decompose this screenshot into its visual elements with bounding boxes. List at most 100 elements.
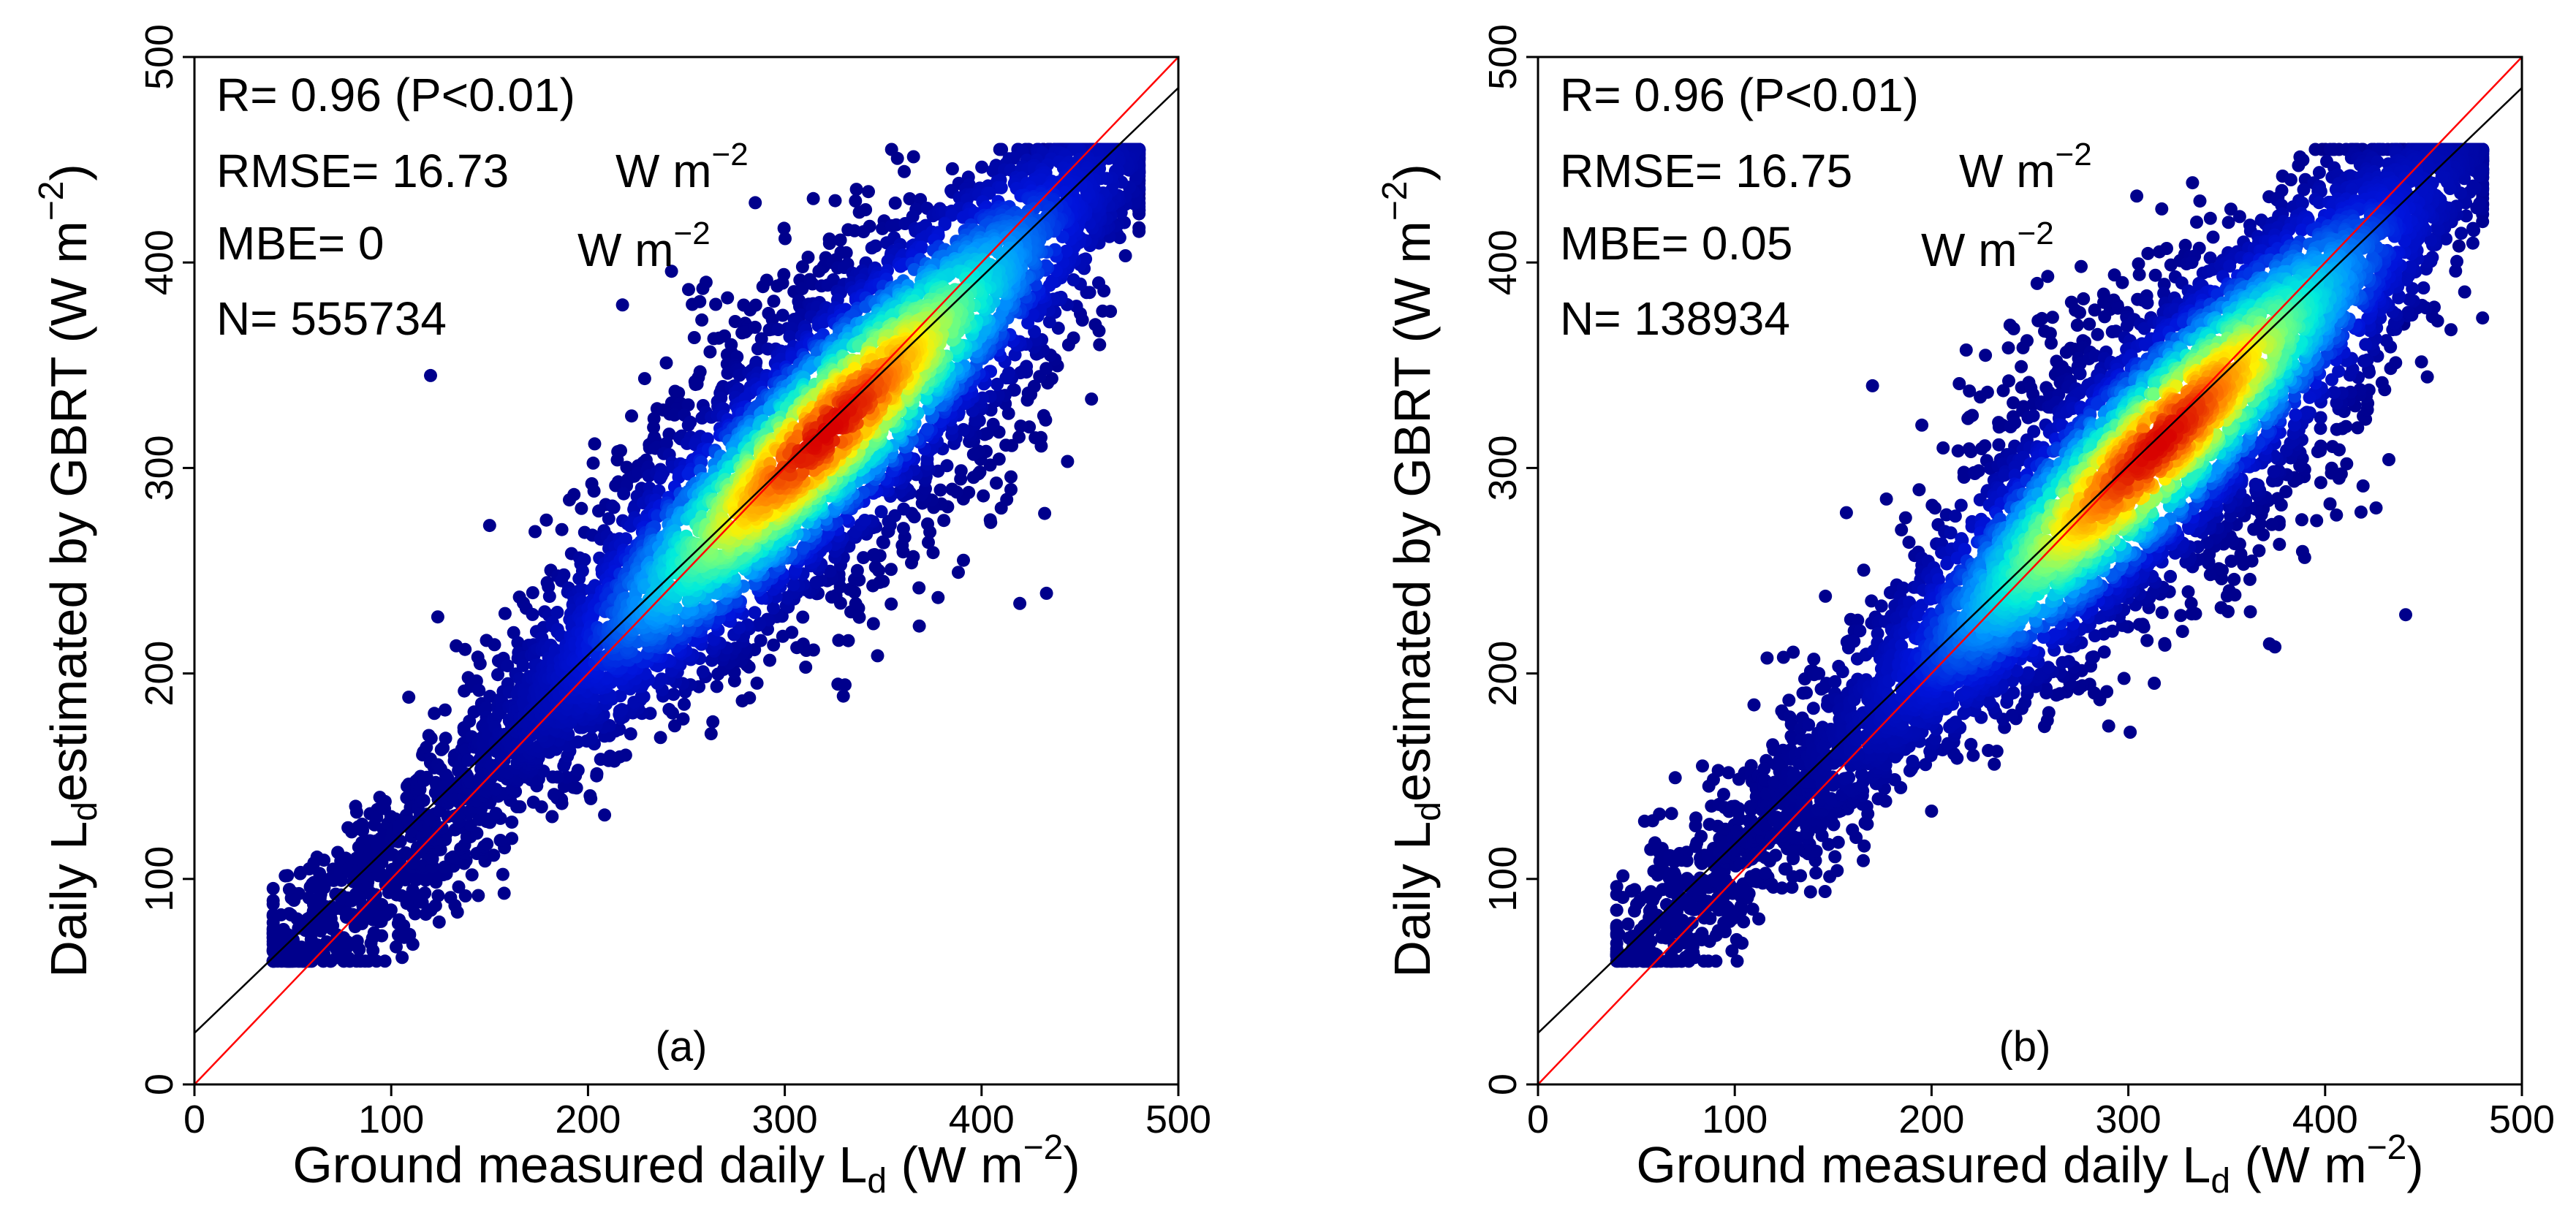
scatter-point (995, 142, 1009, 156)
scatter-point (833, 233, 847, 247)
scatter-point (903, 192, 917, 205)
scatter-point (696, 665, 710, 679)
scatter-point (776, 629, 789, 643)
scatter-point (957, 422, 970, 436)
scatter-point (983, 513, 997, 527)
scatter-point (378, 954, 392, 968)
scatter-point (617, 487, 631, 501)
scatter-point (912, 619, 926, 633)
scatter-point (667, 688, 681, 702)
scatter-point (957, 553, 970, 567)
scatter-point (898, 164, 911, 178)
scatter-point (586, 456, 600, 470)
scatter-point (496, 867, 509, 881)
scatter-point (432, 915, 446, 929)
scatter-point (777, 221, 791, 235)
scatter-point (780, 590, 794, 604)
scatter-point (516, 658, 530, 672)
scatter-point (1045, 274, 1059, 288)
scatter-point (598, 808, 612, 822)
scatter-point (386, 848, 400, 862)
scatter-point (587, 484, 601, 498)
scatter-point (647, 420, 661, 434)
scatter-point (962, 485, 976, 499)
scatter-point (866, 579, 880, 593)
scatter-point (776, 308, 789, 322)
scatter-point (594, 753, 607, 767)
scatter-point (292, 886, 306, 900)
scatter-point (672, 386, 686, 400)
scatter-point (498, 607, 512, 620)
scatter-point (998, 297, 1012, 311)
scatter-point (356, 824, 370, 837)
scatter-point (898, 217, 912, 230)
scatter-point (1038, 506, 1052, 520)
scatter-point (999, 438, 1013, 452)
scatter-point (756, 280, 770, 294)
scatter-point (431, 889, 445, 902)
scatter-point (809, 576, 823, 590)
scatter-point (961, 273, 974, 286)
scatter-point (839, 246, 853, 259)
scatter-point (1037, 408, 1050, 422)
scatter-point (436, 741, 450, 755)
scatter-point (619, 532, 633, 546)
scatter-point (482, 519, 496, 533)
scatter-point (461, 753, 475, 767)
scatter-point (790, 641, 804, 655)
scatter-point (395, 951, 409, 965)
scatter-point (832, 634, 846, 647)
scatter-point (676, 712, 690, 726)
scatter-point (637, 372, 651, 386)
scatter-point (897, 502, 911, 516)
scatter-points-a (266, 142, 1146, 968)
scatter-point (620, 460, 634, 474)
scatter-point (690, 377, 704, 391)
scatter-point (836, 689, 850, 703)
scatter-point (624, 727, 637, 741)
scatter-point (823, 564, 837, 578)
scatter-point (1132, 224, 1146, 238)
scatter-point (367, 926, 381, 940)
scatter-point (945, 482, 959, 496)
scatter-point (795, 282, 809, 296)
scatter-point (406, 883, 420, 897)
scatter-point (505, 816, 519, 829)
scatter-point (975, 160, 989, 174)
scatter-point (547, 788, 561, 802)
scatter-point (831, 677, 845, 691)
scatter-point (428, 899, 442, 913)
scatter-point (317, 854, 331, 867)
scatter-point (507, 626, 520, 639)
scatter-point (787, 578, 800, 592)
scatter-point (446, 850, 460, 864)
scatter-point (493, 834, 507, 847)
scatter-point (1013, 596, 1027, 610)
scatter-point (555, 522, 569, 536)
scatter-point (678, 697, 691, 711)
scatter-point (1096, 304, 1110, 318)
scatter-point (417, 794, 431, 807)
scatter-point (882, 514, 895, 528)
scatter-point (458, 889, 472, 902)
scatter-point (1092, 276, 1105, 290)
scatter-point (350, 934, 364, 948)
scatter-point (914, 241, 928, 255)
scatter-point (681, 398, 695, 412)
scatter-point (526, 795, 540, 809)
scatter-point (704, 727, 718, 741)
scatter-point (945, 162, 959, 175)
scatter-point (859, 203, 873, 216)
scatter-point (664, 265, 678, 278)
scatter-point (542, 580, 556, 593)
scatter-point (655, 672, 668, 686)
scatter-point (926, 546, 940, 560)
scatter-point (753, 617, 767, 631)
scatter-point (625, 409, 638, 423)
scatter-point (467, 705, 481, 719)
scatter-point (921, 517, 934, 531)
scatter-point (857, 551, 871, 565)
scatter-point (990, 377, 1004, 391)
scatter-point (912, 581, 926, 595)
